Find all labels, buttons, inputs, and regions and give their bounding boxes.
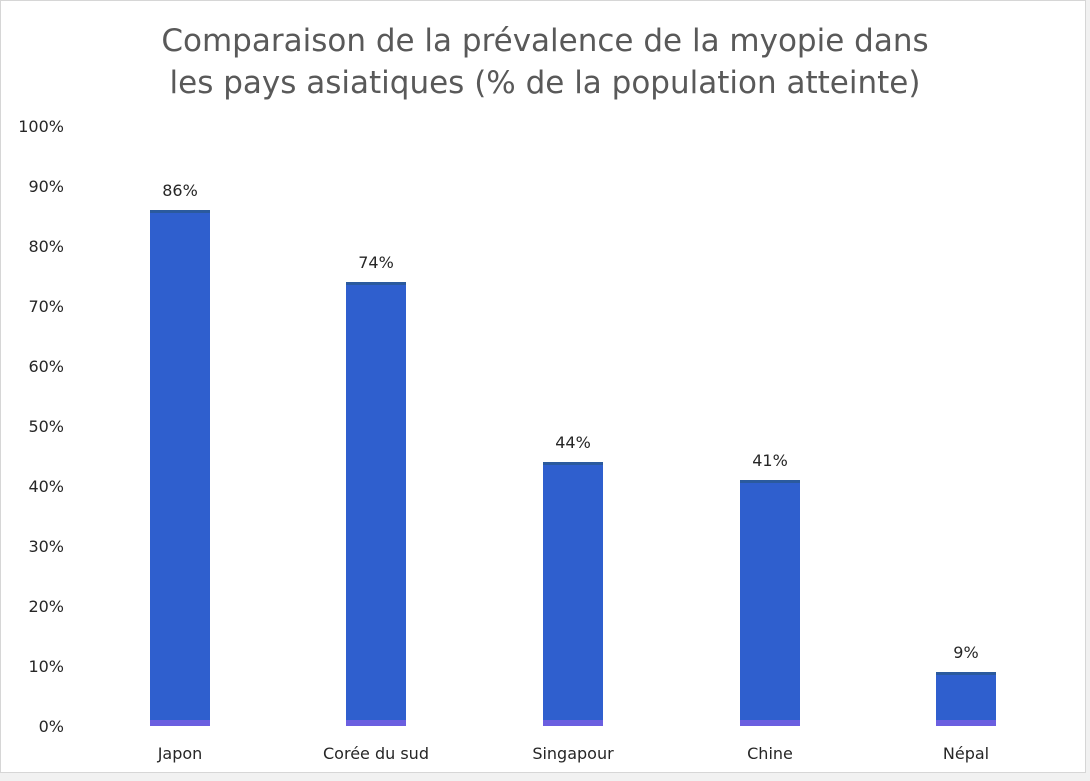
bar-1 xyxy=(346,282,406,726)
chart-title-line-2: les pays asiatiques (% de la population … xyxy=(169,65,921,101)
bar-2 xyxy=(543,462,603,726)
y-tick-label: 40% xyxy=(28,477,64,496)
y-tick-label: 70% xyxy=(28,297,64,316)
bar-base-edge xyxy=(543,720,603,726)
y-tick-label: 80% xyxy=(28,237,64,256)
bar-base-edge xyxy=(936,720,996,726)
bar-top-edge xyxy=(150,210,210,213)
category-label: Corée du sud xyxy=(323,744,429,763)
chart-title: Comparaison de la prévalence de la myopi… xyxy=(40,20,1050,104)
data-label: 86% xyxy=(162,181,198,200)
bar-top-edge xyxy=(936,672,996,675)
data-label: 74% xyxy=(358,253,394,272)
bar-top-edge xyxy=(346,282,406,285)
data-label: 41% xyxy=(752,451,788,470)
bar-3 xyxy=(740,480,800,726)
category-label: Chine xyxy=(747,744,793,763)
y-tick-label: 10% xyxy=(28,657,64,676)
category-label: Singapour xyxy=(532,744,614,763)
bar-base-edge xyxy=(740,720,800,726)
chart-title-line-1: Comparaison de la prévalence de la myopi… xyxy=(161,23,929,59)
y-tick-label: 50% xyxy=(28,417,64,436)
bar-base-edge xyxy=(150,720,210,726)
category-label: Japon xyxy=(157,744,203,763)
data-label: 44% xyxy=(555,433,591,452)
category-label: Népal xyxy=(943,744,989,763)
bar-0 xyxy=(150,210,210,726)
data-label: 9% xyxy=(953,643,978,662)
bar-base-edge xyxy=(346,720,406,726)
bar-4 xyxy=(936,672,996,726)
y-tick-label: 90% xyxy=(28,177,64,196)
bar-top-edge xyxy=(543,462,603,465)
y-tick-label: 60% xyxy=(28,357,64,376)
y-tick-label: 30% xyxy=(28,537,64,556)
y-tick-label: 20% xyxy=(28,597,64,616)
y-tick-label: 0% xyxy=(39,717,64,736)
bar-top-edge xyxy=(740,480,800,483)
y-tick-label: 100% xyxy=(18,117,64,136)
